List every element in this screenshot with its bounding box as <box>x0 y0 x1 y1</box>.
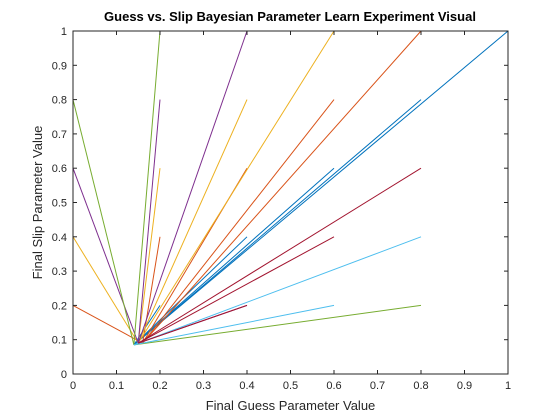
series-line-26 <box>137 167 422 344</box>
series-line-0 <box>133 30 509 346</box>
y-tick-label-6: 0.6 <box>52 163 67 175</box>
series-line-15 <box>137 30 248 344</box>
axes-box <box>72 30 509 375</box>
series-line-10 <box>72 304 143 344</box>
series-line-20 <box>133 30 161 345</box>
tick-layer: 0 0.1 0.2 0.3 0.4 0.5 0.6 0.7 0.8 0.9 1 0 0.1 0.2 0.3 0… <box>52 26 511 392</box>
series-line-27 <box>138 236 335 344</box>
x-tick-label-7: 0.7 <box>370 380 385 392</box>
y-tick-label-3: 0.3 <box>52 266 67 278</box>
x-tick-label-0: 0 <box>70 380 76 392</box>
series-line-21 <box>72 99 135 345</box>
series-line-28 <box>138 304 248 344</box>
x-tick-label-6: 0.6 <box>326 380 341 392</box>
x-tick-label-2: 0.2 <box>152 380 167 392</box>
y-tick-label-2: 0.2 <box>52 300 67 312</box>
series-line-24 <box>133 236 422 346</box>
series-line-17 <box>72 168 139 344</box>
series-line-22 <box>133 304 422 346</box>
x-tick-label-1: 0.1 <box>109 380 124 392</box>
x-tick-label-3: 0.3 <box>196 380 211 392</box>
series-line-25 <box>133 304 335 346</box>
x-tick-label-8: 0.8 <box>413 380 428 392</box>
series-line-13 <box>137 168 161 344</box>
y-axis-label: Final Slip Parameter Value <box>30 126 45 280</box>
y-tick-label-4: 0.4 <box>52 232 67 244</box>
series-line-9 <box>142 236 161 344</box>
y-tick-label-5: 0.5 <box>52 198 67 210</box>
series-line-16 <box>137 99 161 344</box>
series-line-6 <box>142 30 422 344</box>
y-tick-label-0: 0 <box>61 369 67 381</box>
y-tick-label-10: 1 <box>61 26 67 38</box>
chart-title: Guess vs. Slip Bayesian Parameter Learn … <box>104 9 476 24</box>
series-line-11 <box>137 30 335 344</box>
x-tick-label-10: 1 <box>505 380 511 392</box>
x-tick-label-4: 0.4 <box>239 380 254 392</box>
x-axis-label: Final Guess Parameter Value <box>206 398 376 413</box>
y-tick-label-9: 0.9 <box>52 60 67 72</box>
series-line-12 <box>137 99 248 344</box>
series-line-7 <box>142 99 335 344</box>
x-tick-label-9: 0.9 <box>457 380 472 392</box>
series-line-2 <box>133 167 335 346</box>
series-line-14 <box>72 236 139 344</box>
y-tick-label-1: 0.1 <box>52 335 67 347</box>
series-line-1 <box>133 99 422 346</box>
series-layer <box>72 30 509 375</box>
x-tick-label-5: 0.5 <box>283 380 298 392</box>
y-tick-label-7: 0.7 <box>52 129 67 141</box>
y-tick-label-8: 0.8 <box>52 95 67 107</box>
